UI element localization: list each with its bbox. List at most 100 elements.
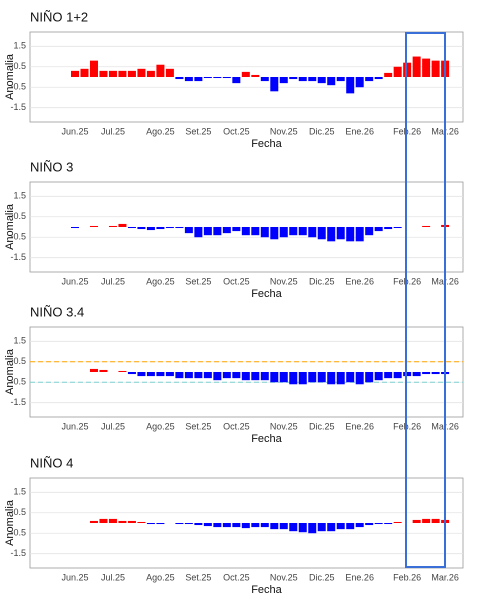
bar — [289, 227, 298, 236]
bar — [308, 227, 317, 238]
bar — [431, 518, 440, 523]
bar — [270, 77, 279, 92]
x-tick-label: Jun.25 — [61, 126, 88, 136]
x-tick-label: Ene.26 — [345, 276, 374, 286]
y-tick-label: 1.5 — [13, 336, 26, 346]
bar — [260, 77, 269, 82]
bar — [222, 523, 231, 528]
bar — [165, 68, 174, 77]
bar — [137, 227, 146, 230]
y-axis-title: Anomalia — [4, 348, 16, 395]
bar — [194, 227, 203, 238]
panel-title: NIÑO 1+2 — [30, 9, 88, 24]
bar — [393, 227, 402, 229]
bar — [89, 368, 98, 372]
bar — [384, 72, 393, 77]
bar — [384, 227, 393, 230]
bar — [203, 523, 212, 527]
bar — [146, 70, 155, 77]
y-tick-label: -1.5 — [10, 548, 26, 558]
bar — [165, 372, 174, 377]
x-tick-label: Oct.25 — [223, 572, 250, 582]
y-axis-title: Anomalia — [4, 499, 16, 546]
bar — [365, 227, 374, 236]
bar — [279, 372, 288, 383]
bar — [137, 372, 146, 377]
bar — [184, 227, 193, 234]
x-tick-label: Dic.25 — [309, 421, 335, 431]
x-tick-label: Set.25 — [185, 421, 211, 431]
x-tick-label: Mar.26 — [431, 572, 459, 582]
bar — [260, 372, 269, 381]
bar — [336, 227, 345, 240]
bar — [346, 77, 355, 94]
y-tick-label: 1.5 — [13, 41, 26, 51]
bar — [213, 372, 222, 381]
bar — [422, 518, 431, 523]
bar — [298, 227, 307, 236]
bar — [279, 523, 288, 530]
bar — [194, 372, 203, 379]
x-tick-label: Ago.25 — [146, 276, 175, 286]
bar — [108, 70, 117, 77]
x-tick-label: Nov.25 — [270, 126, 298, 136]
bar — [298, 523, 307, 533]
bar — [156, 523, 165, 525]
bar — [127, 227, 136, 229]
x-tick-label: Oct.25 — [223, 126, 250, 136]
bar — [251, 372, 260, 381]
bar — [146, 523, 155, 525]
bar — [203, 77, 212, 79]
bar — [365, 372, 374, 383]
x-tick-label: Jun.25 — [61, 276, 88, 286]
bar — [194, 523, 203, 526]
bar — [270, 372, 279, 383]
bar — [99, 70, 108, 77]
x-tick-label: Jun.25 — [61, 421, 88, 431]
bar — [327, 77, 336, 86]
bar — [393, 372, 402, 379]
bar — [412, 519, 421, 523]
y-tick-label: -0.5 — [10, 377, 26, 387]
x-tick-label: Jul.25 — [101, 276, 125, 286]
bar — [270, 523, 279, 530]
bar — [89, 520, 98, 523]
bar — [327, 372, 336, 385]
bar — [108, 225, 117, 227]
bar — [336, 523, 345, 530]
bar — [184, 77, 193, 82]
bar — [137, 68, 146, 77]
bar — [232, 227, 241, 232]
y-tick-label: 0.5 — [13, 507, 26, 517]
bar — [260, 523, 269, 528]
y-tick-label: 0.5 — [13, 356, 26, 366]
y-tick-label: -0.5 — [10, 82, 26, 92]
bar — [127, 70, 136, 77]
bar — [289, 523, 298, 532]
bar — [355, 227, 364, 242]
bar — [156, 372, 165, 377]
bar — [355, 523, 364, 528]
y-tick-label: -1.5 — [10, 397, 26, 407]
bar — [99, 369, 108, 372]
bar — [431, 60, 440, 77]
bar — [99, 518, 108, 523]
x-tick-label: Jul.25 — [101, 572, 125, 582]
bar — [374, 77, 383, 80]
bar — [194, 77, 203, 82]
x-tick-label: Set.25 — [185, 572, 211, 582]
x-tick-label: Ene.26 — [345, 421, 374, 431]
y-tick-label: -0.5 — [10, 528, 26, 538]
bar — [71, 70, 79, 77]
bar — [393, 521, 402, 523]
bar — [279, 227, 288, 238]
bar — [156, 227, 165, 230]
x-tick-label: Feb.26 — [393, 126, 421, 136]
highlight-box — [405, 32, 446, 568]
bar — [80, 68, 89, 77]
bar — [374, 523, 383, 525]
bar — [327, 227, 336, 242]
x-tick-label: Feb.26 — [393, 421, 421, 431]
bar — [146, 372, 155, 377]
x-tick-label: Jul.25 — [101, 126, 125, 136]
